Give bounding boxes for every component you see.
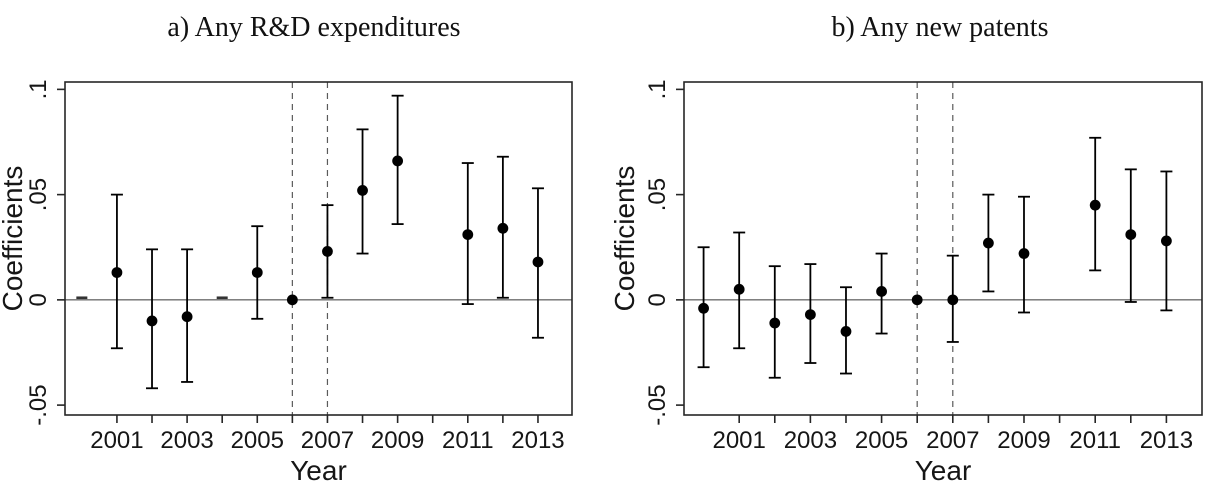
coef-point-2000 [698, 302, 709, 314]
panel-b-chart: b) Any new patents .1 .05 0 -.05 2001 2003 200… [612, 12, 1203, 486]
panel-b-title: b) Any new patents [832, 12, 1049, 43]
coef-point-2005 [251, 267, 263, 278]
x-tick-label: 2011 [1069, 427, 1121, 454]
coef-point-2004 [840, 326, 852, 337]
x-tick-label: 2009 [997, 427, 1050, 454]
x-tick-label: 2007 [926, 427, 979, 454]
coef-point-2013 [532, 256, 544, 268]
coef-point-2012 [1125, 229, 1137, 241]
y-tick-label: -.05 [644, 384, 671, 425]
coef-point-2005 [876, 286, 887, 297]
coef-point-2002 [769, 317, 781, 329]
panel-b: b) Any new patents .1 .05 0 -.05 2001 2003 200… [612, 0, 1225, 487]
coef-dash-marker-2004 [216, 296, 228, 300]
panel-a-plot: .1 .05 0 -.05 2001 2003 2005 2007 2009 2011 2013 Co… [0, 79, 573, 486]
coef-point-2002 [146, 315, 158, 327]
panel-a-chart: a) Any R&D expenditures .1 .05 0 -.05 2001 20… [0, 12, 573, 486]
x-tick-label: 2001 [90, 427, 143, 454]
coef-point-2001 [111, 267, 123, 278]
x-axis-title: Year [290, 455, 347, 486]
y-tick-label: 0 [644, 293, 671, 306]
coef-point-2008 [982, 237, 994, 249]
coef-point-2008 [357, 185, 368, 196]
coef-point-2009 [1018, 248, 1030, 259]
x-tick-label: 2005 [855, 427, 908, 454]
x-tick-label: 2009 [371, 427, 424, 454]
x-tick-label: 2003 [784, 427, 837, 454]
y-tick-label: 0 [25, 293, 52, 306]
y-axis-title: Coefficients [612, 166, 640, 312]
y-tick-label: .05 [25, 178, 52, 211]
x-tick-label: 2007 [301, 427, 354, 454]
x-tick-label: 2003 [160, 427, 213, 454]
plot-frame [683, 81, 1203, 416]
y-axis-title: Coefficients [0, 166, 28, 312]
y-tick-label: .1 [644, 79, 671, 99]
coef-point-2001 [733, 283, 745, 295]
x-tick-label: 2011 [442, 427, 494, 454]
coef-point-2009 [392, 155, 404, 167]
coef-point-2013 [1160, 235, 1172, 247]
panel-b-plot: .1 .05 0 -.05 2001 2003 2005 2007 2009 2011 2013 Co… [612, 79, 1203, 486]
panel-a: a) Any R&D expenditures .1 .05 0 -.05 2001 20… [0, 0, 612, 487]
coef-point-reference-2006 [286, 294, 298, 306]
coef-point-2007 [947, 294, 959, 306]
x-tick-label: 2013 [511, 427, 564, 454]
y-tick-label: .1 [25, 79, 52, 99]
coef-point-2012 [497, 222, 509, 234]
x-tick-label: 2013 [1140, 427, 1193, 454]
coef-point-2007 [322, 246, 333, 257]
x-axis-title: Year [915, 455, 972, 486]
y-tick-label: .05 [644, 178, 671, 211]
coef-point-2011 [1089, 199, 1101, 211]
coef-dash-marker-2000 [76, 296, 88, 300]
coef-point-reference-2006 [911, 294, 923, 306]
x-tick-label: 2001 [712, 427, 765, 454]
x-tick-label: 2005 [231, 427, 284, 454]
plot-frame [64, 81, 573, 416]
coef-point-2011 [462, 229, 474, 241]
panel-a-title: a) Any R&D expenditures [167, 12, 460, 43]
coef-point-2003 [181, 311, 193, 323]
coef-point-2003 [804, 309, 816, 320]
y-tick-label: -.05 [25, 384, 52, 425]
